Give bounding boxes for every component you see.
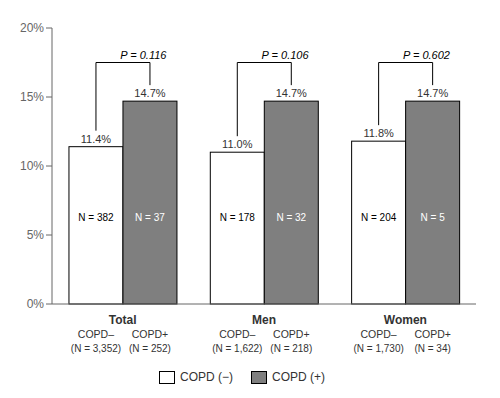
svg-text:(N = 252): (N = 252): [129, 343, 171, 354]
svg-text:P = 0.106: P = 0.106: [262, 49, 310, 61]
svg-text:(N = 218): (N = 218): [270, 343, 312, 354]
svg-text:N = 382: N = 382: [78, 212, 114, 223]
svg-text:(N = 34): (N = 34): [414, 343, 450, 354]
svg-text:COPD+: COPD+: [414, 328, 450, 340]
svg-text:20%: 20%: [20, 21, 44, 35]
svg-text:(N = 1,622): (N = 1,622): [212, 343, 262, 354]
svg-text:15%: 15%: [20, 90, 44, 104]
html-text:COPD (−): COPD (−): [180, 370, 233, 384]
svg-text:11.8%: 11.8%: [363, 127, 394, 139]
svg-text:10%: 10%: [20, 159, 44, 173]
svg-text:N = 5: N = 5: [421, 212, 446, 223]
svg-text:14.7%: 14.7%: [417, 87, 448, 99]
svg-text:N = 178: N = 178: [220, 212, 256, 223]
svg-text:5%: 5%: [27, 228, 45, 242]
svg-text:11.0%: 11.0%: [222, 138, 253, 150]
svg-text:N = 37: N = 37: [135, 212, 165, 223]
html-text:COPD (+): COPD (+): [272, 370, 325, 384]
svg-text:0%: 0%: [27, 297, 45, 311]
svg-text:N = 32: N = 32: [276, 212, 306, 223]
svg-text:(N = 1,730): (N = 1,730): [353, 343, 403, 354]
svg-text:14.7%: 14.7%: [134, 87, 165, 99]
svg-text:14.7%: 14.7%: [276, 87, 307, 99]
svg-text:N = 204: N = 204: [361, 212, 397, 223]
svg-text:Women: Women: [384, 313, 427, 327]
svg-text:Men: Men: [252, 313, 276, 327]
svg-text:COPD–: COPD–: [361, 328, 397, 340]
svg-text:COPD–: COPD–: [219, 328, 255, 340]
svg-text:11.4%: 11.4%: [81, 133, 112, 145]
svg-text:Total: Total: [109, 313, 137, 327]
svg-text:COPD–: COPD–: [78, 328, 114, 340]
svg-text:COPD+: COPD+: [132, 328, 168, 340]
svg-text:P = 0.116: P = 0.116: [120, 49, 167, 61]
svg-text:P = 0.602: P = 0.602: [403, 49, 450, 61]
svg-text:(N = 3,352): (N = 3,352): [71, 343, 121, 354]
svg-text:COPD+: COPD+: [273, 328, 309, 340]
